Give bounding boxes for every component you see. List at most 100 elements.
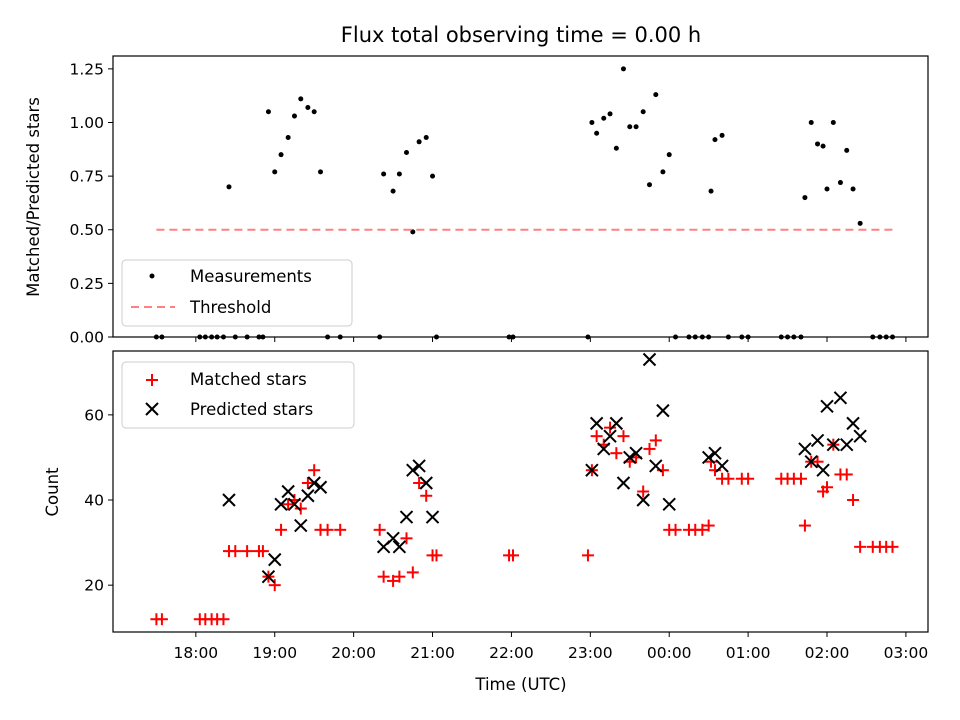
bottom-data-layer [150, 352, 899, 626]
predicted-star-point [833, 391, 848, 405]
matched-star-point [229, 545, 242, 558]
measurement-point [653, 92, 659, 98]
measurements-legend-label: Measurements [190, 267, 312, 286]
predicted-star-point [392, 540, 407, 554]
predicted-star-point [853, 429, 867, 443]
predicted-star-point [636, 493, 650, 507]
matched-star-point [794, 472, 807, 485]
matched-star-point [406, 566, 419, 579]
chart-title: Flux total observing time = 0.00 h [341, 23, 701, 47]
x-tick-label: 00:00 [647, 644, 692, 662]
measurement-point [640, 109, 646, 115]
measurement-point [708, 188, 714, 194]
matched-star-point [798, 519, 811, 532]
measurement-point [410, 229, 416, 235]
measurement-point [594, 130, 600, 136]
matched-star-point [847, 494, 860, 507]
measurement-point [633, 124, 639, 130]
predicted-star-point [261, 569, 276, 584]
measurement-point [403, 150, 409, 156]
bottom-axes-frame [112, 350, 929, 633]
predicted-star-point [656, 403, 670, 418]
x-tick-label: 03:00 [884, 644, 929, 662]
top-data-layer [153, 66, 895, 340]
matched-star-point [393, 570, 406, 583]
predicted-star-point [589, 416, 604, 431]
measurement-point [291, 113, 297, 119]
bottom-panel: 20 40 60 18:00 19:00 20:00 21:00 22:00 23:00 00:… [43, 350, 929, 694]
measurement-point [824, 186, 830, 192]
measurement-point [613, 145, 619, 151]
y-tick-label: 0.75 [69, 168, 104, 186]
top-legend: Measurements Threshold [121, 259, 353, 327]
measurement-point [423, 135, 429, 141]
predicted-star-point [419, 476, 433, 490]
measurement-point [430, 173, 436, 179]
top-y-ticks: 0.00 0.25 0.50 0.75 1.00 1.25 [69, 60, 113, 347]
measurement-point [646, 182, 652, 188]
bottom-legend: Matched stars Predicted stars [121, 361, 355, 429]
measurement-point [820, 143, 826, 149]
matched-star-point [696, 523, 709, 536]
predicted-star-point [386, 531, 400, 546]
x-tick-label: 21:00 [410, 644, 455, 662]
predicted-star-point [585, 463, 599, 477]
y-tick-label: 40 [84, 492, 104, 510]
predicted-star-point [616, 476, 631, 490]
matched-star-point [702, 519, 715, 532]
matched-star-point [241, 545, 254, 558]
measurement-point [317, 169, 323, 175]
measurement-point [298, 96, 304, 102]
predicted-star-point [846, 416, 860, 431]
measurement-point [311, 109, 317, 115]
measurement-point [627, 124, 633, 130]
matched-star-point [373, 523, 386, 536]
matched-star-point [643, 442, 656, 455]
predicted-star-point [294, 518, 308, 533]
top-panel: 0.00 0.25 0.50 0.75 1.00 1.25 Matched/Predict… [24, 55, 929, 347]
predicted-star-point [798, 442, 812, 456]
predicted-star-point [274, 497, 288, 511]
measurement-point [830, 119, 836, 125]
x-tick-label: 01:00 [726, 644, 771, 662]
predicted-star-point [826, 437, 841, 452]
predicted-star-point [287, 497, 302, 511]
matched-star-point [854, 540, 867, 553]
x-tick-label: 20:00 [331, 644, 376, 662]
matched-star-point [294, 502, 307, 515]
y-tick-label: 1.25 [69, 60, 104, 78]
matched-star-point [268, 579, 281, 592]
predicted-star-point [603, 429, 617, 443]
y-tick-label: 20 [84, 577, 104, 595]
predicted-star-point [623, 450, 637, 465]
matched-star-point [155, 613, 168, 626]
matched-star-point [604, 421, 617, 434]
matched-star-point [581, 549, 594, 562]
predicted-star-point [406, 463, 420, 477]
measurement-point [390, 188, 396, 194]
top-legend-box [121, 259, 353, 327]
measurement-point [381, 171, 387, 177]
measurement-point [808, 119, 814, 125]
measurement-point [226, 184, 232, 190]
measurement-point [660, 169, 666, 175]
measurement-point [416, 139, 422, 145]
predicted-star-point [425, 510, 440, 524]
measurement-point [272, 169, 278, 175]
predicted-star-point [268, 552, 282, 567]
measurement-point [802, 195, 808, 201]
measurement-point [719, 132, 725, 138]
matched-star-point [377, 570, 390, 583]
y-tick-label: 0.50 [69, 221, 104, 239]
bottom-x-ticks: 18:00 19:00 20:00 21:00 22:00 23:00 00:00 01:00… [174, 632, 929, 662]
y-tick-label: 1.00 [69, 114, 104, 132]
y-tick-label: 0.00 [69, 329, 104, 347]
threshold-legend-label: Threshold [189, 298, 271, 317]
x-tick-label: 23:00 [568, 644, 613, 662]
matched-star-point [886, 540, 899, 553]
x-tick-label: 18:00 [174, 644, 219, 662]
matched-legend-label: Matched stars [190, 370, 307, 389]
matched-star-point [400, 532, 413, 545]
matched-star-point [387, 574, 400, 587]
